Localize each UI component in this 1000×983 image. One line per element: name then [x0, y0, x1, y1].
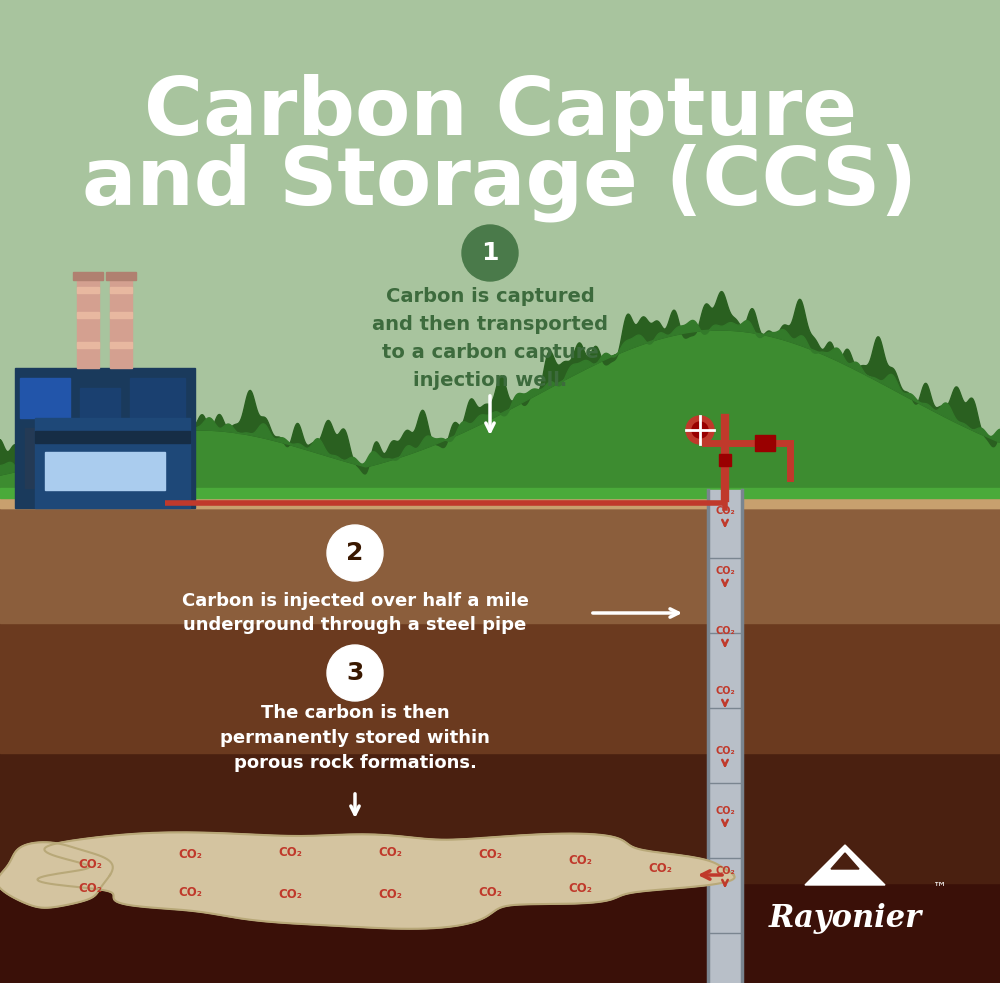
Text: CO₂: CO₂: [568, 882, 592, 895]
Text: CO₂: CO₂: [178, 848, 202, 861]
Bar: [45, 428, 60, 488]
Polygon shape: [805, 845, 885, 885]
Text: 1: 1: [481, 241, 499, 265]
Text: CO₂: CO₂: [278, 889, 302, 901]
Bar: [0, 623, 1000, 753]
Bar: [65, 428, 80, 488]
Bar: [77, 342, 99, 348]
Bar: [0, 490, 1000, 508]
Text: CO₂: CO₂: [478, 848, 502, 861]
Text: 3: 3: [346, 661, 364, 685]
Polygon shape: [831, 853, 859, 869]
Circle shape: [327, 645, 383, 701]
Text: CO₂: CO₂: [278, 846, 302, 859]
Text: Rayonier: Rayonier: [768, 903, 922, 934]
Circle shape: [327, 525, 383, 581]
Text: CO₂: CO₂: [78, 882, 102, 895]
Polygon shape: [37, 833, 735, 929]
Bar: [110, 342, 132, 348]
Text: CO₂: CO₂: [715, 686, 735, 696]
Bar: [755, 435, 775, 451]
Bar: [130, 378, 185, 428]
Bar: [25, 428, 40, 488]
Bar: [0, 490, 1000, 508]
Text: The carbon is then
permanently stored within
porous rock formations.: The carbon is then permanently stored wi…: [220, 704, 490, 772]
Text: CO₂: CO₂: [715, 566, 735, 576]
Bar: [77, 278, 99, 368]
Bar: [110, 287, 132, 293]
Bar: [0, 0, 1000, 490]
Bar: [77, 312, 99, 318]
Bar: [708, 490, 742, 983]
Text: CO₂: CO₂: [78, 858, 102, 872]
Text: CO₂: CO₂: [715, 806, 735, 816]
Bar: [719, 454, 731, 466]
Circle shape: [462, 225, 518, 281]
Bar: [35, 418, 190, 508]
Bar: [20, 378, 70, 418]
Text: CO₂: CO₂: [715, 626, 735, 636]
Polygon shape: [0, 842, 113, 907]
Text: and Storage (CCS): and Storage (CCS): [82, 144, 918, 222]
Bar: [0, 753, 1000, 883]
Bar: [80, 388, 120, 418]
Text: Carbon is injected over half a mile
underground through a steel pipe: Carbon is injected over half a mile unde…: [182, 592, 528, 634]
Text: 2: 2: [346, 541, 364, 565]
Bar: [106, 272, 136, 280]
Bar: [0, 883, 1000, 983]
Bar: [73, 272, 103, 280]
Text: CO₂: CO₂: [648, 861, 672, 875]
Text: Carbon is captured
and then transported
to a carbon capture
injection well.: Carbon is captured and then transported …: [372, 286, 608, 389]
Text: CO₂: CO₂: [178, 887, 202, 899]
Text: CO₂: CO₂: [478, 887, 502, 899]
Bar: [110, 278, 132, 368]
Text: CO₂: CO₂: [568, 854, 592, 868]
Bar: [110, 312, 132, 318]
Circle shape: [686, 416, 714, 444]
Circle shape: [692, 422, 708, 438]
Bar: [0, 508, 1000, 623]
Text: CO₂: CO₂: [715, 506, 735, 516]
Bar: [77, 287, 99, 293]
Text: ™: ™: [933, 880, 947, 894]
Text: CO₂: CO₂: [378, 846, 402, 859]
Text: CO₂: CO₂: [715, 746, 735, 756]
Bar: [35, 431, 190, 443]
Text: CO₂: CO₂: [715, 866, 735, 876]
Bar: [0, 488, 1000, 498]
Bar: [45, 452, 165, 490]
Bar: [15, 368, 195, 508]
Text: Carbon Capture: Carbon Capture: [144, 74, 856, 152]
Text: CO₂: CO₂: [378, 889, 402, 901]
